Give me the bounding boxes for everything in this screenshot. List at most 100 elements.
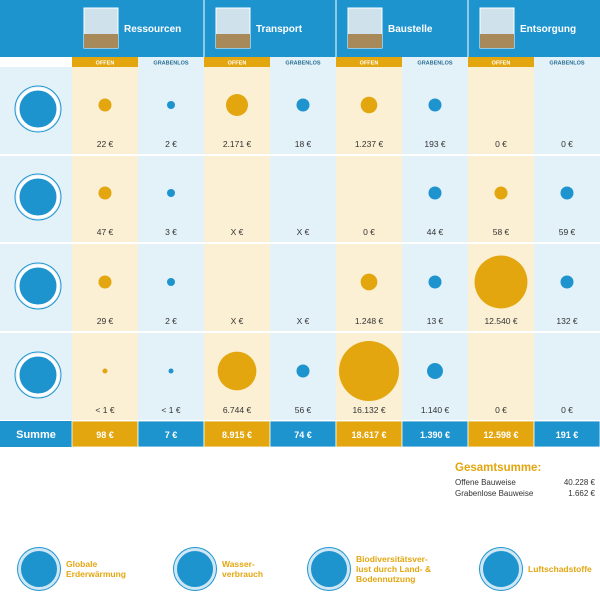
legend-label: Globale Erderwärmung [66,559,126,579]
value-label: 2.171 € [223,139,252,149]
category-label: Transport [256,24,303,35]
land-use-icon [16,264,60,308]
total-row-offen: Offene Bauweise 40.228 € [455,477,595,488]
value-label: 0 € [495,405,507,415]
value-bubble [339,341,399,401]
row-icon-ring [14,351,62,399]
value-label: 47 € [97,227,114,237]
value-bubble [168,368,174,374]
gas-mask-icon [480,548,522,590]
sum-title-cell [0,421,72,447]
value-bubble [98,275,112,289]
legend-item-erderwaermung: Globale Erderwärmung [18,548,126,590]
subheader-cell [534,57,600,67]
thermometer-icon [16,87,60,131]
value-label: 12.540 € [484,316,517,326]
value-label: 0 € [363,227,375,237]
sum-value: 7 € [165,430,178,440]
category-image-ground [348,34,382,48]
sum-value: 12.598 € [483,430,518,440]
value-label: < 1 € [161,405,180,415]
value-bubble [102,368,108,374]
sum-cell [533,420,600,448]
subheader-label: OFFEN [360,61,379,67]
value-label: 1.248 € [355,316,384,326]
sum-title: Summe [16,429,56,441]
value-label: 0 € [561,139,573,149]
value-label: 1.140 € [421,405,450,415]
value-label: X € [231,227,244,237]
legend-label: Biodiversitätsver- lust durch Land- & Bo… [356,554,432,584]
thermometer-icon [18,548,60,590]
value-bubble [217,351,257,391]
value-bubble [474,255,528,309]
sum-value: 191 € [556,430,579,440]
subheader-cell [72,57,138,67]
value-bubble [494,186,508,200]
value-label: X € [297,316,310,326]
subheader-cell [402,57,468,67]
total-row-value: 1.662 € [568,489,595,498]
subheader-cell [468,57,534,67]
value-bubble [427,363,443,379]
total-row-label: Offene Bauweise [455,478,516,487]
sum-value: 74 € [294,430,312,440]
sum-value: 98 € [96,430,114,440]
value-bubble [428,275,442,289]
total-row-label: Grabenlose Bauweise [455,489,534,498]
total-row-value: 40.228 € [563,478,595,487]
water-drop-icon [16,175,60,219]
value-label: 13 € [427,316,444,326]
subheader-cell [270,57,336,67]
value-label: 16.132 € [352,405,385,415]
row-icon-ring [14,173,62,221]
subheader-cell [204,57,270,67]
legend-item-luft: Luftschadstoffe [480,548,592,590]
category-label: Entsorgung [520,24,576,35]
subheader-label: GRABENLOS [417,61,452,67]
category-label: Ressourcen [124,24,181,35]
value-bubble [167,101,175,109]
value-label: 56 € [295,405,312,415]
legend-label: Luftschadstoffe [528,564,592,574]
value-bubble [167,189,175,197]
value-bubble [225,93,249,117]
value-bubble [560,186,574,200]
subheader-label: GRABENLOS [285,61,320,67]
subheader-cell [138,57,204,67]
value-bubble [296,364,310,378]
category-image-ground [480,34,514,48]
sum-cell [335,420,403,448]
total-row-grabenlos: Grabenlose Bauweise 1.662 € [455,488,595,499]
value-label: X € [231,316,244,326]
water-drop-icon [174,548,216,590]
legend-item-biodiversitaet: Biodiversitätsver- lust durch Land- & Bo… [308,548,431,590]
value-label: 3 € [165,227,177,237]
value-label: < 1 € [95,405,114,415]
value-bubble [98,186,112,200]
subheader-label: GRABENLOS [153,61,188,67]
subheader-label: OFFEN [228,61,247,67]
legend: Globale Erderwärmung Wasser- verbrauch B… [0,518,600,600]
total-summary-title: Gesamtsumme: [455,462,542,474]
value-label: 29 € [97,316,114,326]
value-label: 2 € [165,139,177,149]
value-label: 1.237 € [355,139,384,149]
total-summary: Gesamtsumme: Offene Bauweise 40.228 € Gr… [455,462,595,499]
subheader-label: OFFEN [492,61,511,67]
legend-item-wasser: Wasser- verbrauch [174,548,263,590]
sum-value: 18.617 € [351,430,386,440]
sum-value: 8.915 € [222,430,252,440]
value-label: 44 € [427,227,444,237]
value-bubble [167,278,175,286]
subheader-label: GRABENLOS [549,61,584,67]
legend-label: Wasser- verbrauch [222,559,264,579]
sum-cell [137,420,205,448]
value-label: 18 € [295,139,312,149]
category-image-ground [84,34,118,48]
sum-cell [203,420,271,448]
sum-cell [401,420,469,448]
value-label: 0 € [561,405,573,415]
gas-mask-icon [16,353,60,397]
